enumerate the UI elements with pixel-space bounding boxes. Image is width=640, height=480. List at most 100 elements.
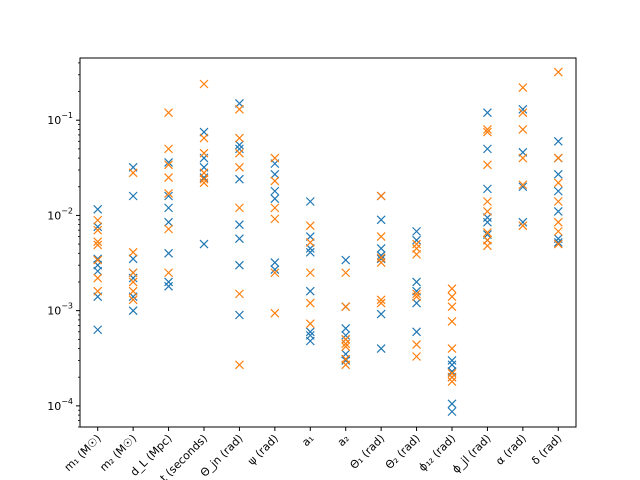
- data-point-s1-c11-0: [483, 125, 492, 134]
- data-point-s1-c12-0: [518, 83, 528, 93]
- data-point-s1-c11-2: [483, 160, 492, 170]
- data-point-s0-c13-2: [553, 169, 563, 179]
- data-point-s0-c0-1: [93, 222, 103, 232]
- data-point-s1-c4-0: [235, 104, 244, 114]
- data-point-s0-c1-1: [128, 191, 138, 201]
- data-point-s1-c13-2: [553, 178, 563, 188]
- data-point-s0-c11-0: [483, 108, 492, 118]
- data-point-s1-c2-1: [164, 144, 173, 154]
- data-point-s0-c0-4: [93, 266, 103, 276]
- data-point-s1-c1-0: [128, 168, 138, 178]
- data-point-s1-c11-1: [483, 127, 492, 137]
- data-marks: [93, 67, 563, 417]
- data-point-s1-c8-4: [376, 295, 386, 305]
- data-point-s1-c12-4: [518, 180, 528, 190]
- data-point-s1-c2-0: [164, 108, 173, 118]
- data-point-s1-c5-5: [270, 308, 280, 318]
- data-point-s1-c8-5: [376, 298, 386, 308]
- data-point-s0-c11-1: [483, 144, 492, 154]
- data-point-s1-c13-3: [553, 197, 563, 206]
- data-point-s1-c6-2: [305, 268, 315, 278]
- data-point-s1-c11-3: [483, 197, 492, 206]
- plot-area: [79, 57, 577, 428]
- data-point-s0-c11-2: [483, 184, 492, 194]
- data-point-s1-c10-4: [447, 344, 457, 353]
- data-point-s1-c7-6: [341, 360, 351, 370]
- data-point-s1-c10-3: [447, 317, 457, 326]
- data-point-s0-c6-0: [305, 197, 315, 206]
- data-point-s0-c11-4: [483, 217, 492, 227]
- data-point-s1-c11-4: [483, 207, 492, 216]
- data-point-s0-c7-0: [341, 255, 351, 265]
- data-point-s1-c4-2: [235, 148, 244, 158]
- data-point-s1-c10-7: [447, 377, 457, 386]
- data-point-s0-c8-3: [376, 251, 386, 260]
- data-point-s0-c2-0: [164, 158, 173, 167]
- data-point-s0-c5-1: [270, 169, 280, 179]
- data-point-s0-c4-2: [235, 144, 244, 154]
- data-point-s1-c4-6: [235, 360, 244, 370]
- data-point-s0-c8-2: [376, 244, 386, 253]
- data-point-s1-c2-5: [164, 224, 173, 234]
- data-point-s0-c7-6: [341, 356, 351, 365]
- data-point-s0-c5-4: [270, 258, 280, 267]
- data-point-s1-c1-5: [128, 295, 138, 305]
- data-point-s0-c4-3: [235, 174, 244, 184]
- data-point-s1-c8-1: [376, 232, 386, 241]
- data-point-s1-c1-3: [128, 277, 138, 287]
- data-point-s1-c0-2: [93, 237, 103, 247]
- data-point-s1-c2-6: [164, 268, 173, 278]
- data-point-s1-c6-3: [305, 298, 315, 308]
- data-point-s1-c0-5: [93, 273, 103, 283]
- data-point-s0-c9-0: [412, 226, 421, 236]
- y-tick-label: 10−3: [47, 302, 73, 318]
- data-point-s0-c10-0: [447, 356, 457, 365]
- data-point-s1-c3-1: [199, 133, 209, 143]
- data-point-s1-c10-6: [447, 372, 457, 382]
- data-point-s1-c9-5: [412, 340, 421, 350]
- data-point-s1-c3-0: [199, 79, 209, 89]
- data-point-s1-c0-6: [93, 286, 103, 296]
- data-point-s0-c4-6: [235, 260, 244, 270]
- data-point-s0-c5-5: [270, 265, 280, 274]
- data-point-s0-c8-4: [376, 254, 386, 264]
- y-axis: 10−4 10−3 10−2 10−1: [47, 62, 80, 428]
- data-point-s1-c12-2: [518, 125, 528, 134]
- data-point-s0-c13-3: [553, 186, 563, 196]
- data-point-s0-c5-2: [270, 186, 280, 196]
- data-point-s0-c10-5: [447, 407, 457, 417]
- data-point-s1-c13-1: [553, 153, 563, 163]
- data-point-s1-c7-3: [341, 339, 351, 349]
- data-point-s0-c2-1: [164, 191, 173, 201]
- data-point-s0-c12-3: [518, 217, 528, 227]
- data-point-s0-c10-1: [447, 360, 457, 370]
- data-point-s0-c9-4: [412, 298, 421, 308]
- data-point-s1-c8-3: [376, 258, 386, 267]
- data-point-s1-c4-1: [235, 133, 244, 143]
- data-point-s0-c7-3: [341, 330, 351, 340]
- data-point-s0-c4-4: [235, 220, 244, 230]
- data-point-s0-c8-5: [376, 309, 386, 319]
- y-tick-label: 10−2: [47, 206, 73, 222]
- data-point-s0-c6-7: [305, 336, 315, 346]
- data-point-s1-c2-3: [164, 173, 173, 182]
- data-point-s1-c7-0: [341, 268, 351, 278]
- data-point-s0-c8-6: [376, 344, 386, 353]
- data-point-s1-c0-4: [93, 255, 103, 265]
- data-point-s1-c3-2: [199, 148, 209, 158]
- data-point-s1-c9-3: [412, 289, 421, 299]
- data-point-s0-c2-6: [164, 281, 173, 291]
- data-point-s0-c4-5: [235, 234, 244, 244]
- data-point-s1-c10-5: [447, 368, 457, 378]
- data-point-s1-c9-0: [412, 239, 421, 249]
- data-point-s1-c7-4: [341, 342, 351, 351]
- data-point-s0-c0-2: [93, 254, 103, 264]
- data-point-s1-c6-4: [305, 319, 315, 329]
- data-point-s0-c2-4: [164, 248, 173, 258]
- data-point-s0-c5-3: [270, 194, 280, 204]
- data-point-s1-c11-5: [483, 228, 492, 238]
- data-point-s1-c13-4: [553, 217, 563, 227]
- data-point-s1-c1-1: [128, 247, 138, 257]
- data-point-s1-c5-2: [270, 203, 280, 213]
